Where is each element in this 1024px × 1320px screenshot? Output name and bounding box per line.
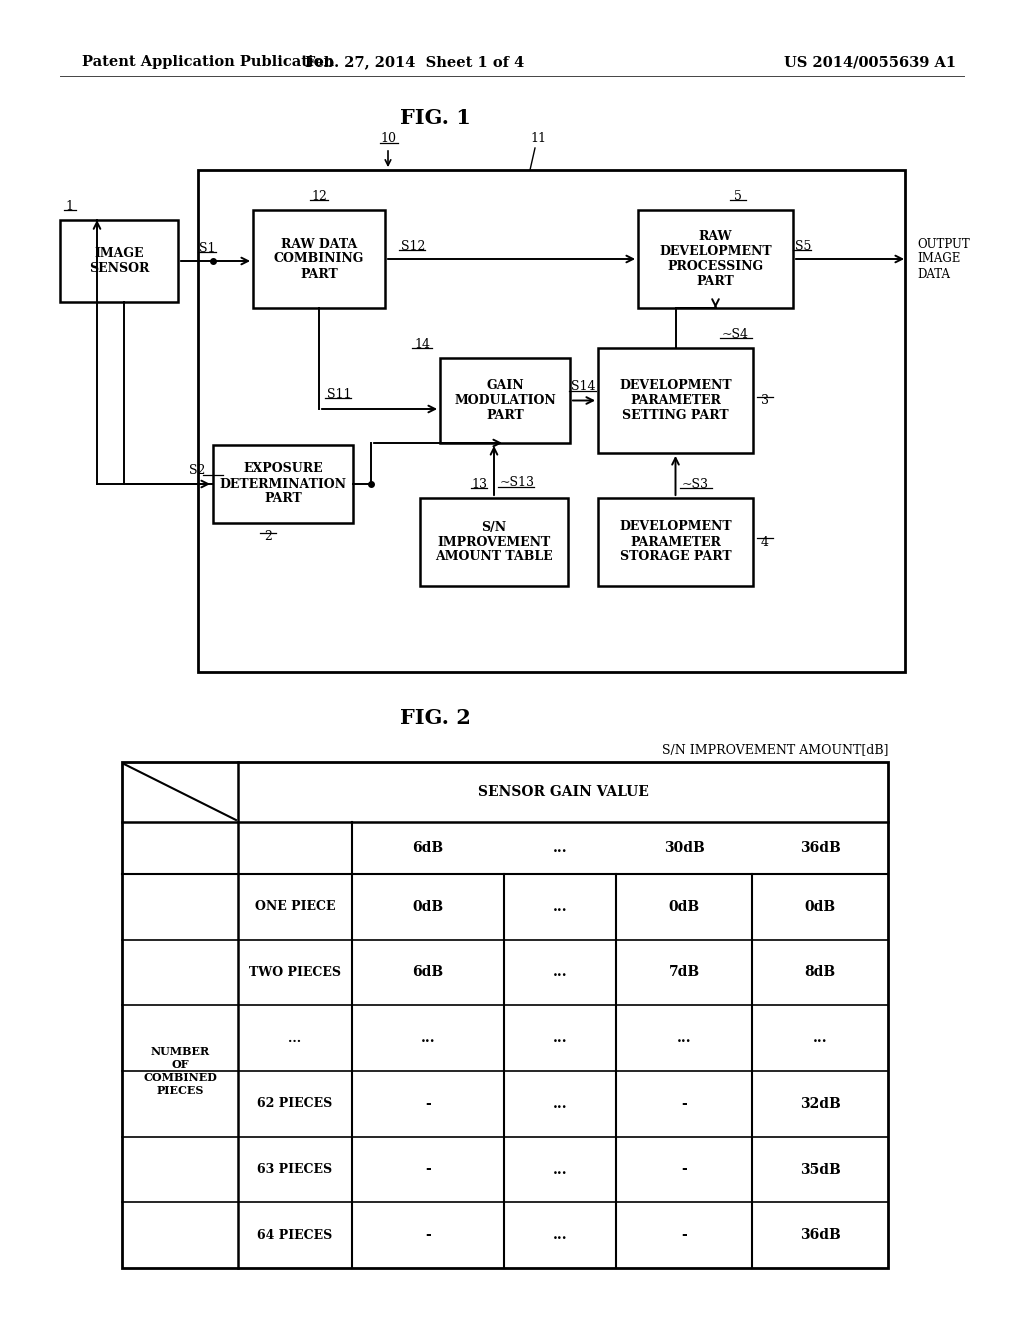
Bar — [213, 445, 353, 523]
Text: RAW DATA
COMBINING
PART: RAW DATA COMBINING PART — [273, 238, 365, 281]
Text: 5: 5 — [733, 190, 741, 202]
Text: -: - — [681, 1097, 687, 1111]
Text: ...: ... — [553, 841, 567, 855]
Bar — [440, 358, 570, 444]
Text: IMAGE
SENSOR: IMAGE SENSOR — [89, 247, 150, 275]
Text: ~S13: ~S13 — [500, 477, 535, 490]
Text: DEVELOPMENT
PARAMETER
SETTING PART: DEVELOPMENT PARAMETER SETTING PART — [620, 379, 732, 422]
Text: 11: 11 — [530, 132, 546, 144]
Text: 35dB: 35dB — [800, 1163, 841, 1176]
Text: 6dB: 6dB — [413, 965, 443, 979]
Text: ...: ... — [553, 1228, 567, 1242]
Text: 64 PIECES: 64 PIECES — [257, 1229, 333, 1242]
Text: SENSOR GAIN VALUE: SENSOR GAIN VALUE — [477, 785, 648, 799]
Text: 3: 3 — [761, 393, 769, 407]
Text: ...: ... — [553, 900, 567, 913]
Text: S12: S12 — [401, 239, 425, 252]
Text: 8dB: 8dB — [805, 965, 836, 979]
Text: 2: 2 — [264, 531, 272, 544]
Text: S14: S14 — [571, 380, 596, 393]
Text: 12: 12 — [311, 190, 327, 202]
Text: ...: ... — [553, 1097, 567, 1111]
Text: -: - — [681, 1228, 687, 1242]
Bar — [198, 170, 905, 672]
Text: ...: ... — [289, 1032, 301, 1044]
Text: 1: 1 — [65, 199, 73, 213]
Bar — [60, 220, 178, 302]
Bar — [638, 210, 793, 308]
Text: 0dB: 0dB — [805, 900, 836, 913]
Text: US 2014/0055639 A1: US 2014/0055639 A1 — [784, 55, 956, 69]
Text: 6dB: 6dB — [413, 841, 443, 855]
Text: ...: ... — [553, 1163, 567, 1176]
Text: NUMBER
OF
COMBINED
PIECES: NUMBER OF COMBINED PIECES — [143, 1047, 217, 1096]
Text: TWO PIECES: TWO PIECES — [249, 966, 341, 979]
Text: ...: ... — [421, 1031, 435, 1045]
Text: ONE PIECE: ONE PIECE — [255, 900, 335, 913]
Text: FIG. 1: FIG. 1 — [399, 108, 470, 128]
Bar — [598, 348, 753, 453]
Bar — [598, 498, 753, 586]
Text: 7dB: 7dB — [669, 965, 699, 979]
Bar — [122, 762, 888, 1269]
Bar — [253, 210, 385, 308]
Text: 30dB: 30dB — [664, 841, 705, 855]
Text: 32dB: 32dB — [800, 1097, 841, 1111]
Text: -: - — [681, 1163, 687, 1176]
Text: S1: S1 — [199, 242, 215, 255]
Text: GAIN
MODULATION
PART: GAIN MODULATION PART — [454, 379, 556, 422]
Text: S11: S11 — [327, 388, 351, 400]
Text: -: - — [425, 1097, 431, 1111]
Text: 10: 10 — [380, 132, 396, 144]
Text: 63 PIECES: 63 PIECES — [257, 1163, 333, 1176]
Text: 0dB: 0dB — [413, 900, 443, 913]
Text: 14: 14 — [414, 338, 430, 351]
Text: 36dB: 36dB — [800, 841, 841, 855]
Text: Feb. 27, 2014  Sheet 1 of 4: Feb. 27, 2014 Sheet 1 of 4 — [305, 55, 524, 69]
Text: RAW
DEVELOPMENT
PROCESSING
PART: RAW DEVELOPMENT PROCESSING PART — [659, 230, 772, 288]
Text: FIG. 2: FIG. 2 — [399, 708, 470, 729]
Bar — [420, 498, 568, 586]
Text: ...: ... — [677, 1031, 691, 1045]
Text: 62 PIECES: 62 PIECES — [257, 1097, 333, 1110]
Text: ~S3: ~S3 — [682, 478, 709, 491]
Text: Patent Application Publication: Patent Application Publication — [82, 55, 334, 69]
Text: 4: 4 — [761, 536, 769, 549]
Text: OUTPUT
IMAGE
DATA: OUTPUT IMAGE DATA — [918, 238, 970, 281]
Text: DEVELOPMENT
PARAMETER
STORAGE PART: DEVELOPMENT PARAMETER STORAGE PART — [620, 520, 732, 564]
Text: 36dB: 36dB — [800, 1228, 841, 1242]
Text: ...: ... — [553, 1031, 567, 1045]
Text: EXPOSURE
DETERMINATION
PART: EXPOSURE DETERMINATION PART — [219, 462, 346, 506]
Text: S2: S2 — [188, 465, 205, 478]
Text: ...: ... — [553, 965, 567, 979]
Text: S/N IMPROVEMENT AMOUNT[dB]: S/N IMPROVEMENT AMOUNT[dB] — [662, 743, 888, 756]
Text: ...: ... — [813, 1031, 827, 1045]
Text: S/N
IMPROVEMENT
AMOUNT TABLE: S/N IMPROVEMENT AMOUNT TABLE — [435, 520, 553, 564]
Text: -: - — [425, 1228, 431, 1242]
Text: 13: 13 — [471, 478, 487, 491]
Text: -: - — [425, 1163, 431, 1176]
Text: 0dB: 0dB — [669, 900, 699, 913]
Text: S5: S5 — [795, 239, 811, 252]
Text: ~S4: ~S4 — [722, 327, 749, 341]
